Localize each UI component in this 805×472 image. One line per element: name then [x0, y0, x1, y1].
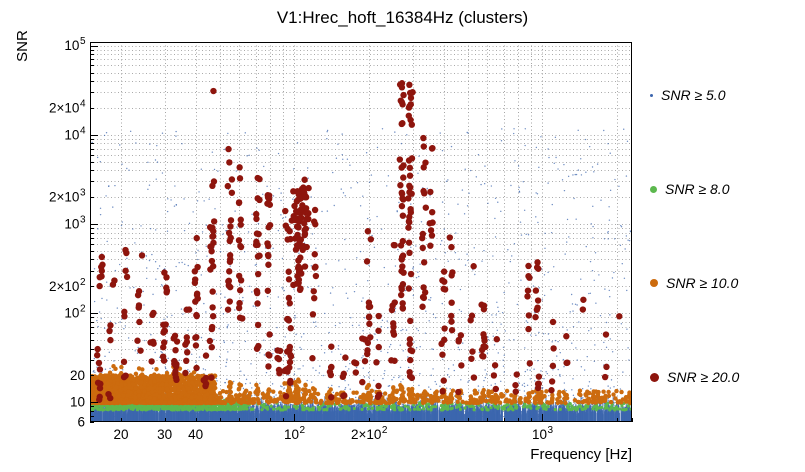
legend-item-snr10: SNR ≥ 10.0: [650, 272, 738, 294]
legend-label-snr5: SNR ≥ 5.0: [661, 87, 726, 103]
y-axis-title: SNR: [14, 30, 31, 62]
legend-item-snr20: SNR ≥ 20.0: [650, 366, 739, 388]
x-axis-title: Frequency [Hz]: [530, 446, 632, 463]
legend-label-snr8: SNR ≥ 8.0: [665, 181, 730, 197]
legend-label-snr10: SNR ≥ 10.0: [666, 275, 739, 291]
legend-marker-snr10-icon: [650, 279, 658, 287]
legend-marker-snr20-icon: [650, 372, 659, 382]
legend: SNR ≥ 5.0 SNR ≥ 8.0 SNR ≥ 10.0 SNR ≥ 20.…: [650, 0, 800, 472]
legend-item-snr8: SNR ≥ 8.0: [650, 178, 729, 200]
legend-marker-snr5-icon: [650, 93, 653, 97]
chart-title: V1:Hrec_hoft_16384Hz (clusters): [276, 8, 529, 27]
legend-marker-snr8-icon: [650, 185, 657, 193]
legend-label-snr20: SNR ≥ 20.0: [667, 369, 740, 385]
legend-item-snr5: SNR ≥ 5.0: [650, 84, 725, 106]
